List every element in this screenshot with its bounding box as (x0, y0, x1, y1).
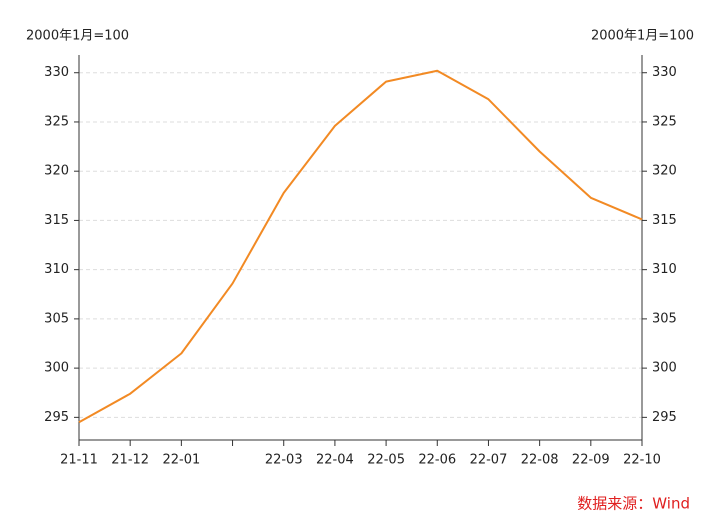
x-tick-label: 22-09 (572, 453, 610, 468)
y2-tick-label: 310 (652, 262, 677, 277)
line (78, 69, 643, 424)
x-tick-label: 22-04 (316, 453, 354, 468)
y2-tick-label: 315 (652, 213, 677, 228)
y-axis-label: 2000年1月=100 (26, 29, 129, 44)
x-tick-label: 22-07 (470, 453, 508, 468)
y-tick-label: 295 (44, 410, 69, 425)
x-tick-label: 22-03 (265, 453, 303, 468)
x-tick-label: 22-01 (162, 453, 200, 468)
source: 数据来源：Wind (577, 495, 690, 513)
y2-tick-label: 330 (652, 65, 677, 80)
y2-axis-label: 2000年1月=100 (591, 29, 694, 44)
x-tick-label: 22-05 (367, 453, 405, 468)
y-tick-label: 330 (44, 65, 69, 80)
x-tick-label: 22-10 (623, 453, 661, 468)
y-tick-label: 320 (44, 164, 69, 179)
y2-tick-label: 325 (652, 114, 677, 129)
y2-tick-label: 320 (652, 164, 677, 179)
x-tick-label: 22-06 (418, 453, 456, 468)
y-tick-label: 310 (44, 262, 69, 277)
y-tick-label: 300 (44, 361, 69, 376)
y-tick-label: 325 (44, 114, 69, 129)
x-tick-label: 21-12 (111, 453, 149, 468)
x-tick-label: 22-08 (521, 453, 559, 468)
y-tick-label: 315 (44, 213, 69, 228)
y-tick-label: 305 (44, 311, 69, 326)
y2-tick-label: 300 (652, 361, 677, 376)
x-tick-label: 21-11 (60, 453, 98, 468)
y2-tick-label: 295 (652, 410, 677, 425)
y2-tick-label: 305 (652, 311, 677, 326)
